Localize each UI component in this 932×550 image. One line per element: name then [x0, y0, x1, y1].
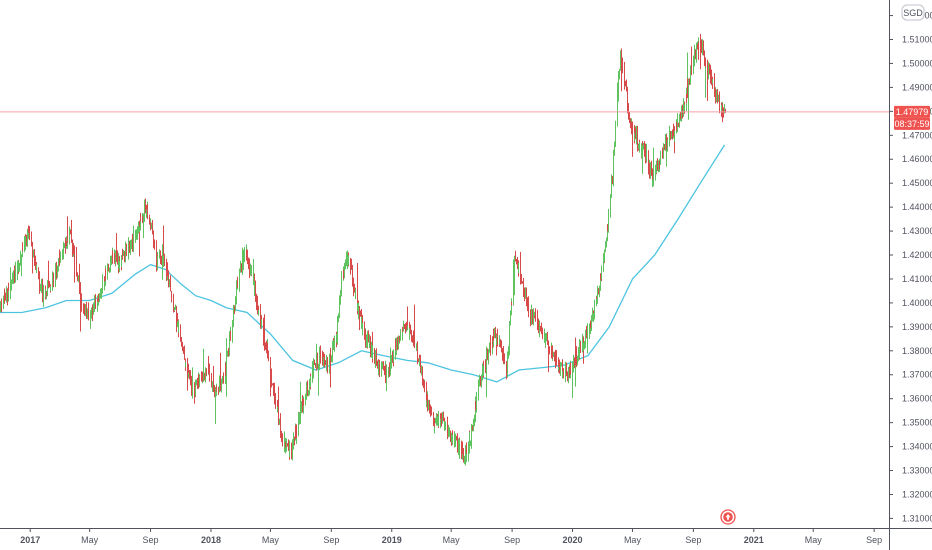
time-tick-label: 2017: [20, 535, 40, 545]
price-tick-label: 1.44000: [902, 202, 932, 212]
currency-badge-label: SGD: [903, 8, 923, 18]
bar-countdown-label: 08:37:59: [894, 119, 929, 129]
price-tick-label: 1.39000: [902, 322, 932, 332]
time-tick-label: May: [805, 535, 823, 545]
last-price-label: 1.47979: [896, 107, 929, 117]
time-tick-label: 2019: [382, 535, 402, 545]
price-tick-label: 1.49000: [902, 82, 932, 92]
price-tick-label: 1.51000: [902, 35, 932, 45]
price-axis[interactable]: 1.31000 1.32000 1.33000 1.34000 1.35000 1.360…: [889, 11, 932, 524]
price-tick-label: 1.46000: [902, 154, 932, 164]
price-tick-label: 1.35000: [902, 418, 932, 428]
price-tick-label: 1.47000: [902, 130, 932, 140]
price-tick-label: 1.50000: [902, 58, 932, 68]
moving-average-layer: [0, 144, 726, 383]
price-tick-label: 1.40000: [902, 298, 932, 308]
arrow-up-circle-icon[interactable]: [720, 509, 736, 525]
price-tick-label: 1.38000: [902, 346, 932, 356]
time-tick-label: May: [262, 535, 280, 545]
time-tick-label: Sep: [143, 535, 159, 545]
last-price-tag: 1.47979 08:37:59: [894, 105, 930, 130]
time-tick-label: Sep: [504, 535, 520, 545]
ohlc-bars-layer: [0, 33, 726, 466]
time-tick-label: Sep: [866, 535, 882, 545]
price-tick-label: 1.31000: [902, 513, 932, 523]
price-tick-label: 1.41000: [902, 274, 932, 284]
moving-average-line: [0, 144, 726, 383]
currency-badge[interactable]: SGD: [901, 4, 925, 21]
time-tick-label: 2020: [563, 535, 583, 545]
time-tick-label: Sep: [685, 535, 701, 545]
time-tick-label: May: [624, 535, 642, 545]
price-tick-label: 1.37000: [902, 370, 932, 380]
price-tick-label: 1.33000: [902, 466, 932, 476]
price-tick-label: 1.45000: [902, 178, 932, 188]
price-tick-label: 1.32000: [902, 489, 932, 499]
time-tick-label: 2018: [201, 535, 221, 545]
price-tick-label: 1.36000: [902, 394, 932, 404]
time-axis[interactable]: 2017 May Sep 2018 May Sep 2019 May Sep 2020 May Sep…: [20, 528, 882, 545]
time-tick-label: May: [443, 535, 461, 545]
time-tick-label: 2021: [744, 535, 764, 545]
price-tick-label: 1.42000: [902, 250, 932, 260]
time-tick-label: Sep: [323, 535, 339, 545]
price-tick-label: 1.43000: [902, 226, 932, 236]
price-tick-label: 1.34000: [902, 442, 932, 452]
time-tick-label: May: [81, 535, 99, 545]
